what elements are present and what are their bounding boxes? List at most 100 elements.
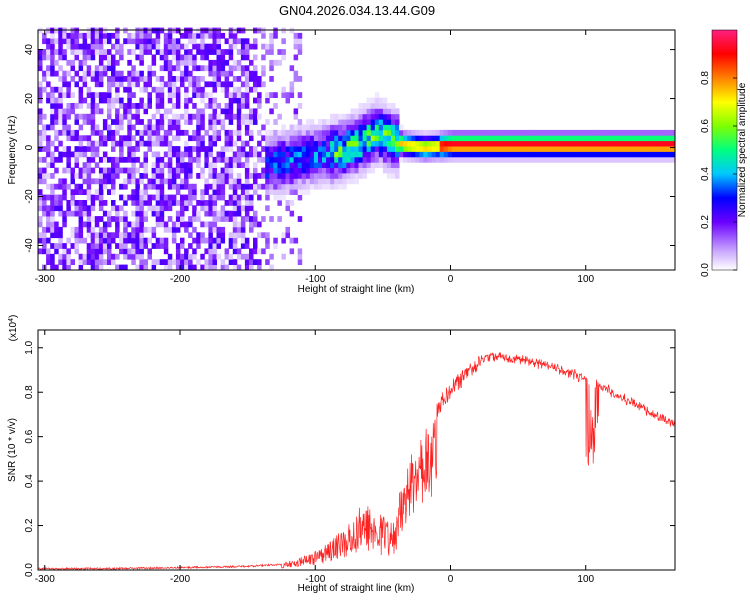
spectrogram-cell (143, 129, 148, 136)
spectrogram-cell (326, 135, 331, 142)
spectrogram-cell (224, 248, 230, 255)
spectrogram-cell (119, 97, 124, 104)
spectrogram-cell (585, 151, 591, 158)
spectrogram-cell (249, 259, 254, 265)
spectrogram-cell (111, 54, 116, 61)
spectrogram-cell (545, 140, 550, 147)
spectrogram-cell (86, 92, 92, 98)
spectrogram-cell (42, 76, 47, 82)
spectrogram-cell (94, 65, 100, 72)
spectrogram-cell (111, 135, 116, 142)
spectrogram-cell (38, 232, 43, 239)
spectrogram-cell (330, 178, 335, 185)
spectrogram-cell (265, 259, 270, 265)
spectrogram-cell (382, 119, 388, 125)
spectrogram-cell (175, 65, 181, 72)
spectrogram-cell (208, 103, 213, 109)
spectrogram-cell (139, 205, 144, 212)
spectrogram-cell (147, 146, 152, 152)
spectrogram-cell (192, 129, 197, 136)
spectrogram-cell (220, 259, 226, 265)
spectrogram-cell (500, 135, 505, 142)
spectrogram-cell (86, 32, 92, 39)
spectrogram-cell (289, 210, 295, 217)
spectrogram-cell (78, 216, 84, 222)
spectrogram-cell (431, 135, 437, 142)
spectrogram-cell (212, 183, 217, 190)
spectrogram-cell (253, 151, 258, 158)
spectrogram-cell (561, 151, 566, 158)
spectrogram-cell (297, 253, 303, 260)
spectrogram-cell (155, 43, 161, 50)
spectrogram-cell (46, 146, 51, 152)
spectrogram-cell (249, 253, 254, 260)
spectrogram-cell (123, 210, 128, 217)
spectrogram-cell (281, 129, 286, 136)
spectrogram-cell (151, 162, 157, 168)
spectrogram-cell (171, 232, 177, 239)
spectrogram-cell (253, 108, 258, 115)
spectrogram-cell (74, 32, 79, 39)
spectrogram-cell (366, 108, 372, 115)
spectrogram-cell (46, 135, 51, 142)
spectrogram-cell (265, 237, 270, 244)
spectrogram-cell (159, 210, 165, 217)
spectrogram-cell (212, 259, 217, 265)
spectrogram-cell (589, 151, 595, 158)
spectrogram-cell (399, 146, 404, 152)
spectrogram-cell (86, 54, 92, 61)
spectrogram-cell (443, 156, 449, 163)
spectrogram-cell (244, 162, 250, 168)
spectrogram-cell (577, 135, 583, 142)
spectrogram-cell (293, 54, 299, 61)
spectrogram-cell (220, 59, 226, 66)
spectrogram-cell (662, 146, 668, 152)
spectrogram-cell (42, 226, 47, 233)
spectrogram-cell (196, 237, 201, 244)
spectrogram-cell (62, 49, 67, 55)
spectrogram-cell (666, 129, 672, 136)
spectrogram-cell (42, 210, 47, 217)
spectrogram-cell (289, 92, 295, 98)
spectrogram-cell (115, 129, 120, 136)
spectrogram-cell (139, 237, 144, 244)
spectrogram-cell (269, 162, 274, 168)
spectrogram-cell (391, 124, 396, 131)
spectrogram-cell (175, 97, 181, 104)
spectrogram-cell (111, 232, 116, 239)
spectrogram-cell (155, 92, 161, 98)
spectrogram-cell (236, 248, 242, 255)
spectrogram-cell (147, 76, 152, 82)
spectrogram-cell (480, 135, 485, 142)
spectrogram-cell (358, 124, 363, 131)
spectrogram-cell (131, 65, 136, 72)
spectrogram-cell (216, 32, 221, 39)
spectrogram-cell (666, 156, 672, 163)
spectrogram-cell (38, 92, 43, 98)
spectrogram-cell (155, 210, 161, 217)
spectrogram-cell (54, 103, 59, 109)
spectrogram-cell (395, 156, 400, 163)
spectrogram-cell (557, 140, 562, 147)
spectrogram-cell (220, 32, 226, 39)
spectrogram-cell (184, 151, 189, 158)
spectrogram-cell (54, 97, 59, 104)
spectrogram-cell (204, 156, 209, 163)
spectrogram-cell (249, 70, 254, 77)
spectrogram-cell (528, 129, 534, 136)
colorbar-label: Normalized spectral amplitude (737, 82, 748, 217)
spectrogram-cell (78, 210, 84, 217)
spectrogram-cell (370, 167, 376, 174)
spectrogram-cell (415, 135, 420, 142)
spectrogram-cell (58, 32, 63, 39)
spectrogram-cell (62, 248, 67, 255)
spectrogram-cell (244, 173, 250, 179)
spectrogram-cell (107, 216, 112, 222)
spectrogram-cell (508, 156, 514, 163)
spectrogram-cell (646, 151, 652, 158)
spectrogram-cell (66, 183, 71, 190)
spectrogram-cell (54, 243, 59, 249)
spectrogram-cell (131, 151, 136, 158)
spectrogram-cell (78, 32, 84, 39)
spectrogram-cell (395, 124, 400, 131)
